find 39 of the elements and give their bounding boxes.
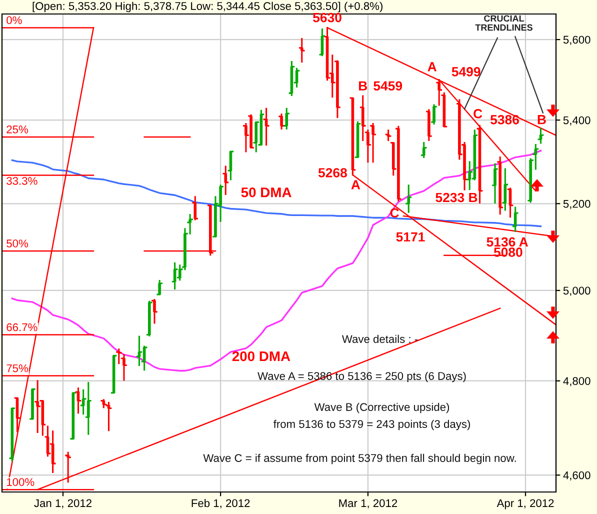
series-label: 75% [6,364,28,372]
annotation: 5171 [396,232,425,242]
series-label: 25% [6,125,28,134]
annotation: C [390,208,399,218]
x-tick-label: Jan 1, 2012 [34,499,92,508]
chart-title: [Open: 5,353.20 High: 5,378.75 Low: 5,344.45 Close 5,363.50] (+0.8%) [32,2,382,12]
annotation: CRUCIAL TRENDLINES [475,15,532,31]
series-label: 50% [6,240,28,248]
annotation: from 5136 to 5379 = 243 points (3 days) [273,420,470,430]
annotation: A [428,62,437,72]
x-tick-label: Feb 1, 2012 [192,498,250,508]
series-label: 100% [7,478,34,486]
series-label: 33.3% [6,176,38,185]
y-tick-label: 5,400 [563,116,590,126]
annotation: Wave details : - [342,334,418,343]
series-label: 200 DMA [232,351,290,362]
y-tick-label: 5,000 [563,286,590,296]
annotation: A [351,180,360,190]
series-label: 0% [6,16,22,24]
y-tick-label: 5,200 [563,200,590,210]
x-tick-label: Apr 1, 2012 [496,499,554,510]
annotation: 5136 A [486,237,528,247]
y-tick-label: 5,600 [563,36,590,45]
annotation: 5459 [374,81,402,91]
annotation: C [474,109,482,118]
series-label: 50 DMA [241,187,292,198]
annotation: B [538,115,546,124]
annotation: 5499 [452,67,480,76]
x-tick-label: Mar 1, 2012 [339,499,398,508]
annotation: Wave B (Corrective upside) [314,402,450,414]
annotation: B [358,81,368,90]
annotation: 5233 B [436,192,478,202]
annotation: 5630 [313,12,342,22]
y-tick-label: 4,800 [563,377,590,386]
annotation: 5386 [490,115,519,124]
y-tick-label: 4,600 [563,471,590,481]
annotation: Wave C = if assume from point 5379 then fall should begin now. [203,454,516,464]
series-label: 66.7% [6,323,38,332]
annotation: 5268 [318,168,347,178]
